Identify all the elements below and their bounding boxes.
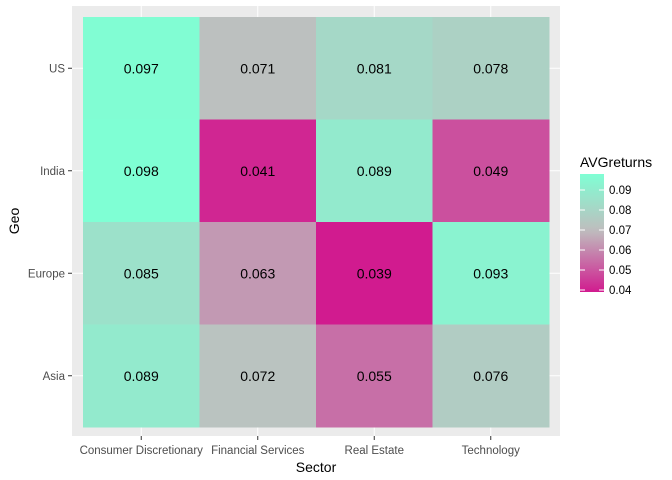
heatmap-cell [199, 222, 317, 325]
heatmap-cell [83, 324, 200, 428]
y-axis-ticks: US India Europe Asia [28, 63, 72, 383]
x-axis-ticks: Consumer Discretionary Financial Services… [80, 436, 520, 457]
cell-value-label: 0.098 [124, 163, 159, 179]
x-axis-title: Sector [296, 459, 337, 475]
heatmap-cell [199, 17, 317, 120]
y-tick-label: Europe [28, 268, 65, 280]
heatmap-cell [83, 222, 200, 325]
legend-tick-label: 0.04 [609, 285, 632, 297]
cell-value-label: 0.089 [357, 163, 392, 179]
cell-value-label: 0.085 [124, 265, 159, 281]
heatmap-cell [432, 324, 550, 428]
x-tick-label: Technology [462, 445, 520, 457]
cell-value-label: 0.039 [357, 265, 392, 281]
cell-value-label: 0.078 [473, 60, 508, 76]
heatmap-cell [432, 17, 550, 120]
legend-tick-label: 0.05 [609, 265, 631, 277]
cell-value-label: 0.097 [124, 60, 159, 76]
heatmap-cell [316, 119, 433, 223]
heatmap-cell [199, 324, 317, 428]
legend-ticks: 0.04 0.05 0.06 0.07 0.08 0.09 [580, 185, 632, 297]
cell-value-label: 0.055 [357, 368, 392, 384]
heatmap-cell [83, 119, 200, 223]
x-tick-label: Financial Services [211, 445, 305, 457]
cell-value-label: 0.072 [240, 368, 275, 384]
x-tick-label: Real Estate [345, 445, 404, 457]
heatmap-cell [199, 119, 317, 223]
y-tick-label: Asia [43, 371, 66, 383]
legend: AVGreturns 0.04 0.05 0.06 0.07 0.08 0.09 [580, 154, 652, 297]
y-tick-label: India [40, 166, 66, 178]
heatmap-cell [432, 119, 550, 223]
legend-colorbar [580, 174, 604, 292]
y-tick-label: US [49, 63, 65, 75]
legend-tick-label: 0.09 [609, 185, 631, 197]
cell-value-label: 0.071 [240, 60, 275, 76]
heatmap-cell [432, 222, 550, 325]
cell-value-label: 0.089 [124, 368, 159, 384]
legend-title: AVGreturns [580, 154, 652, 170]
cell-value-label: 0.063 [240, 265, 275, 281]
cell-value-label: 0.076 [473, 368, 508, 384]
heatmap-cell [316, 222, 433, 325]
cell-value-label: 0.093 [473, 265, 508, 281]
legend-tick-label: 0.08 [609, 205, 631, 217]
heatmap-cell [316, 17, 433, 120]
x-tick-label: Consumer Discretionary [80, 445, 204, 457]
legend-tick-label: 0.06 [609, 245, 631, 257]
heatmap-cell [316, 324, 433, 428]
heatmap-cell [83, 17, 200, 120]
heatmap-cells [83, 17, 550, 428]
cell-value-label: 0.081 [357, 60, 392, 76]
cell-value-label: 0.049 [473, 163, 508, 179]
cell-value-label: 0.041 [240, 163, 275, 179]
legend-tick-label: 0.07 [609, 225, 631, 237]
y-axis-title: Geo [6, 208, 22, 235]
cell-labels: 0.097 0.071 0.081 0.078 0.098 0.041 0.089 0.049… [124, 60, 509, 384]
